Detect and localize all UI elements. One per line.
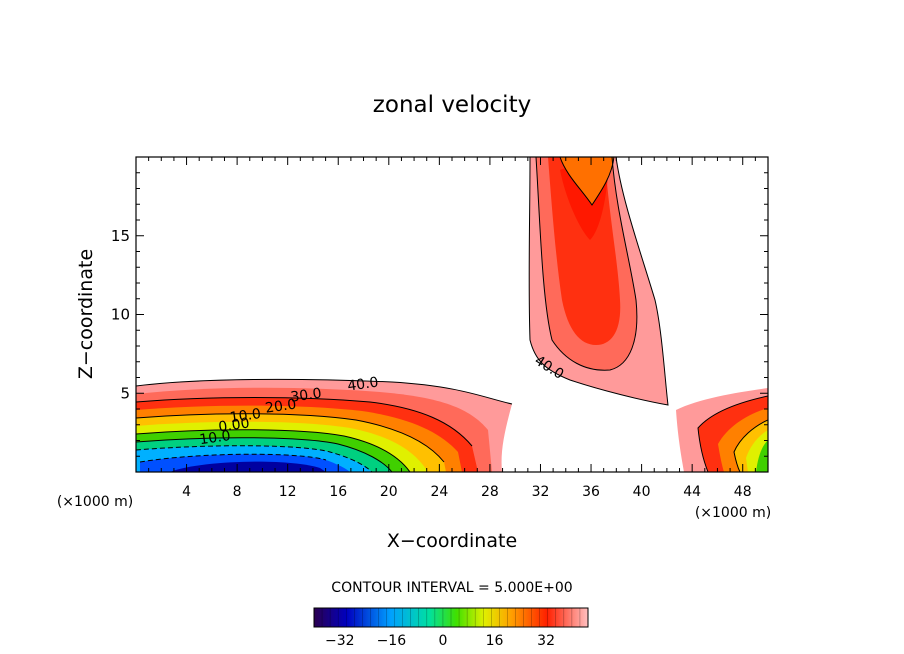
colorbar-ticks: −32 −16 0 16 32 (313, 608, 589, 649)
colorbar-tick-label: −32 (325, 633, 355, 649)
contour-label: 20.0 (264, 397, 297, 417)
contour-label: 40.0 (346, 374, 379, 394)
contour-line-upper-outer (528, 157, 669, 406)
contour-line-neg10 (136, 445, 373, 472)
y-axis-ticks: 5 10 15 (111, 172, 768, 457)
x-tick-label: 4 (182, 484, 191, 500)
x-unit-left: (×1000 m) (57, 494, 133, 510)
chart-title: zonal velocity (373, 92, 531, 118)
upper-band-top (560, 157, 614, 205)
x-tick-label: 28 (481, 484, 499, 500)
x-tick-label: 32 (532, 484, 550, 500)
colorbar-tick-label: 16 (486, 633, 504, 649)
x-tick-label: 16 (329, 484, 347, 500)
x-tick-label: 24 (430, 484, 448, 500)
contour-line-20 (136, 413, 445, 463)
contour-label: 0.00 (217, 415, 250, 435)
contour-label: 30.0 (290, 385, 323, 405)
x-tick-label: 8 (233, 484, 242, 500)
contour-label: 10.0 (199, 428, 232, 448)
left-band-core (170, 461, 326, 472)
contour-line-upper-top (559, 157, 615, 206)
y-tick-label: 15 (111, 227, 130, 245)
x-axis-label: X−coordinate (387, 530, 517, 552)
colorbar-tick-label: 32 (537, 633, 555, 649)
colorbar-tick-label: 0 (438, 633, 447, 649)
x-tick-label: 48 (734, 484, 752, 500)
x-axis-ticks: 4 8 12 16 20 24 28 32 36 40 44 48 (148, 157, 756, 500)
x-tick-label: 20 (380, 484, 398, 500)
x-tick-label: 12 (279, 484, 297, 500)
contour-line-0 (136, 437, 393, 472)
colorbar-tick-label: −16 (377, 633, 407, 649)
contour-line-right-2 (733, 419, 768, 472)
y-tick-label: 10 (111, 306, 130, 324)
contour-line-upper-inner (535, 157, 638, 371)
contour-lines (136, 157, 768, 472)
right-jet-bands (676, 388, 768, 472)
x-unit-right: (×1000 m) (695, 505, 771, 521)
contour-line-neg20 (139, 453, 327, 463)
contour-interval-text: CONTOUR INTERVAL = 5.000E+00 (331, 580, 572, 596)
contour-line-40 (136, 378, 513, 405)
contour-line-30 (136, 397, 473, 447)
x-tick-label: 36 (582, 484, 600, 500)
contour-line-right (697, 395, 768, 472)
right-band-6 (756, 440, 768, 472)
x-tick-label: 40 (633, 484, 651, 500)
y-tick-label: 5 (120, 384, 130, 402)
contour-line-10 (136, 429, 411, 472)
x-tick-label: 44 (683, 484, 701, 500)
left-jet-bands (136, 379, 512, 472)
contour-label: 10.0 (229, 406, 262, 426)
y-axis-label: Z−coordinate (75, 249, 97, 379)
